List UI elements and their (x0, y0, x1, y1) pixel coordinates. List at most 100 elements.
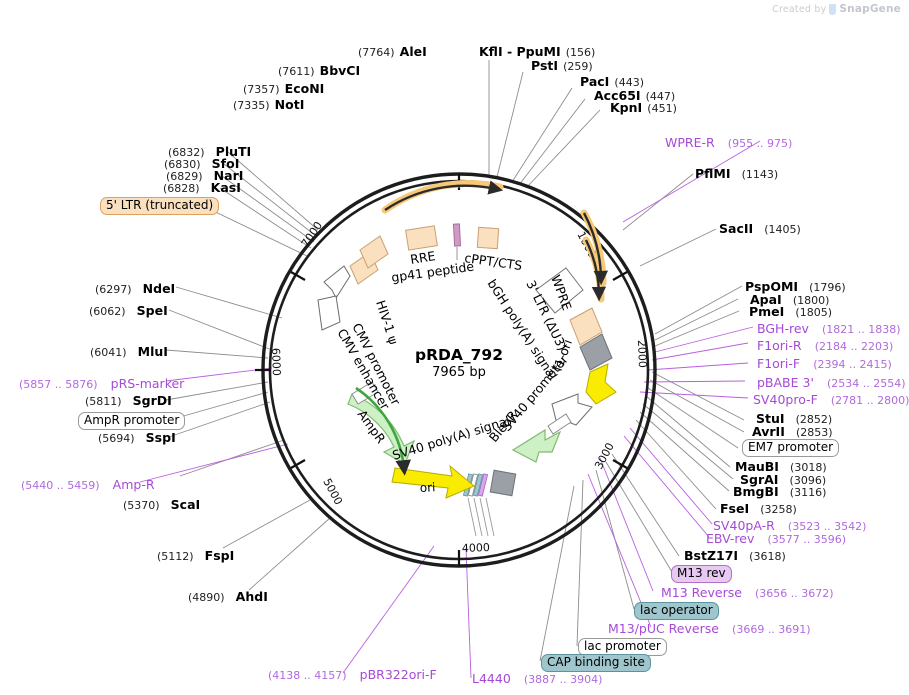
feature-glyph-bgh (579, 333, 613, 371)
label-position: (4138 .. 4157) (268, 669, 347, 682)
label-position: (2853) (795, 426, 833, 439)
label-name: BmgBI (733, 484, 779, 499)
label-ampr-promoter: AmpR promoter (78, 411, 186, 430)
label-position: (955 .. 975) (727, 137, 793, 150)
label-sfoi: (6830) SfoI (164, 155, 239, 171)
feature-tag: EM7 promoter (742, 439, 840, 457)
label-name: PspOMI (745, 279, 799, 294)
feature-tag: M13 rev (671, 565, 732, 583)
feature-tag: lac promoter (578, 638, 667, 656)
label-sv40pa-r: SV40pA-R (3523 .. 3542) (713, 517, 866, 533)
label-lac-operator: lac operator (634, 601, 719, 620)
label-name: BbvCI (319, 63, 361, 78)
label-ahdi: (4890) AhdI (188, 588, 268, 604)
label-bmgbi: BmgBI (3116) (733, 483, 826, 499)
label-noti: (7335) NotI (233, 96, 304, 112)
label-name: SV40pA-R (713, 518, 775, 533)
label-name: ApaI (750, 292, 782, 307)
ruler-ticks (255, 174, 628, 566)
label-name: F1ori-F (757, 356, 801, 371)
label-psti: PstI (259) (531, 57, 593, 73)
label-position: (5370) (123, 499, 160, 512)
label-name: PacI (580, 74, 610, 89)
label-name: PmeI (749, 304, 785, 319)
label-name: M13/pUC Reverse (608, 621, 719, 636)
label-em7-promoter: EM7 promoter (742, 438, 840, 457)
label-position: (2534 .. 2554) (827, 377, 906, 390)
feature-glyph-3ltr (569, 307, 603, 346)
label-position: (2852) (795, 413, 833, 426)
label-l4440: L4440 (3887 .. 3904) (472, 670, 602, 686)
lac-cluster-leaders (467, 497, 495, 537)
label-name: SV40pro-F (753, 392, 818, 407)
feature-glyph-rre (405, 225, 438, 251)
label-ebv-rev: EBV-rev (3577 .. 3596) (706, 530, 846, 546)
label-name: NarI (213, 168, 244, 183)
label-position: (5694) (98, 432, 135, 445)
feature-glyph-cppt (476, 226, 500, 250)
label-name: StuI (756, 411, 785, 426)
label-name: KpnI (610, 100, 643, 115)
label-5-ltr-truncated: 5' LTR (truncated) (100, 196, 220, 215)
label-bbvci: (7611) BbvCI (278, 62, 360, 78)
plasmid-name: pRDA_792 (415, 346, 503, 364)
label-position: (5112) (157, 550, 194, 563)
label-stui: StuI (2852) (756, 410, 832, 426)
label-name: MauBI (735, 459, 779, 474)
feature-glyph-ampr-promoter (355, 386, 411, 476)
label-position: (3523 .. 3542) (787, 520, 867, 533)
feature-glyph-lac-cluster (462, 469, 517, 497)
tick-label-7000: 7000 (299, 219, 325, 249)
feature-glyph-wpre (535, 267, 584, 314)
label-position: (1800) (792, 294, 830, 307)
label-name: SgrAI (740, 472, 779, 487)
label-sgrai: SgrAI (3096) (740, 471, 826, 487)
label-name: PluTI (215, 144, 252, 159)
label-pflmi: PflMI (1143) (695, 165, 778, 181)
label-position: (1821 .. 1838) (822, 323, 901, 336)
label-position: (6062) (89, 305, 126, 318)
label-pbabe3: pBABE 3' (2534 .. 2554) (757, 374, 906, 390)
feature-label-rre: RRE (409, 248, 436, 267)
label-position: (3887 .. 3904) (523, 673, 603, 686)
label-bgh-rev: BGH-rev (1821 .. 1838) (757, 320, 901, 336)
label-position: (7611) (278, 65, 315, 78)
label-name: M13 Reverse (661, 585, 742, 600)
label-sv40pro-f: SV40pro-F (2781 .. 2800) (753, 391, 909, 407)
label-name: AhdI (235, 589, 268, 604)
label-position: (6297) (95, 283, 132, 296)
label-cap-binding-site: CAP binding site (541, 653, 651, 672)
label-sacii: SacII (1405) (719, 220, 801, 236)
label-name: KasI (210, 180, 241, 195)
label-position: (156) (565, 46, 596, 59)
label-kfli-ppumi: KflI - PpuMI (156) (479, 43, 595, 59)
label-position: (2781 .. 2800) (830, 394, 909, 407)
feature-glyph-hiv-psi (349, 235, 389, 285)
label-position: (3116) (789, 486, 827, 499)
label-fsei: FseI (3258) (720, 500, 797, 516)
label-position: (447) (645, 90, 676, 103)
label-position: (2394 .. 2415) (813, 358, 892, 371)
label-position: (6829) (166, 170, 203, 183)
label-name: FseI (720, 501, 750, 516)
label-position: (3618) (749, 550, 786, 563)
label-name: PstI (531, 58, 559, 73)
label-name: pBABE 3' (757, 375, 814, 390)
feature-glyph-bleor (511, 413, 572, 463)
watermark-prefix: Created by (772, 3, 827, 15)
label-position: (1405) (764, 223, 801, 236)
label-name: MluI (137, 344, 168, 359)
leader-lines-primers (139, 140, 761, 679)
label-spei: (6062) SpeI (89, 302, 168, 318)
label-paci: PacI (443) (580, 73, 644, 89)
label-apai: ApaI (1800) (750, 291, 829, 307)
feature-glyph-gp41 (452, 223, 462, 260)
label-m13-reverse: M13 Reverse (3656 .. 3672) (661, 584, 834, 600)
feature-glyph-cmv-enhancer (317, 265, 351, 331)
label-avrii: AvrII (2853) (752, 423, 833, 439)
label-position: (7357) (243, 83, 280, 96)
label-name: NotI (274, 97, 305, 112)
label-position: (6832) (168, 146, 205, 159)
label-nari: (6829) NarI (166, 167, 243, 183)
label-position: (3018) (790, 461, 827, 474)
